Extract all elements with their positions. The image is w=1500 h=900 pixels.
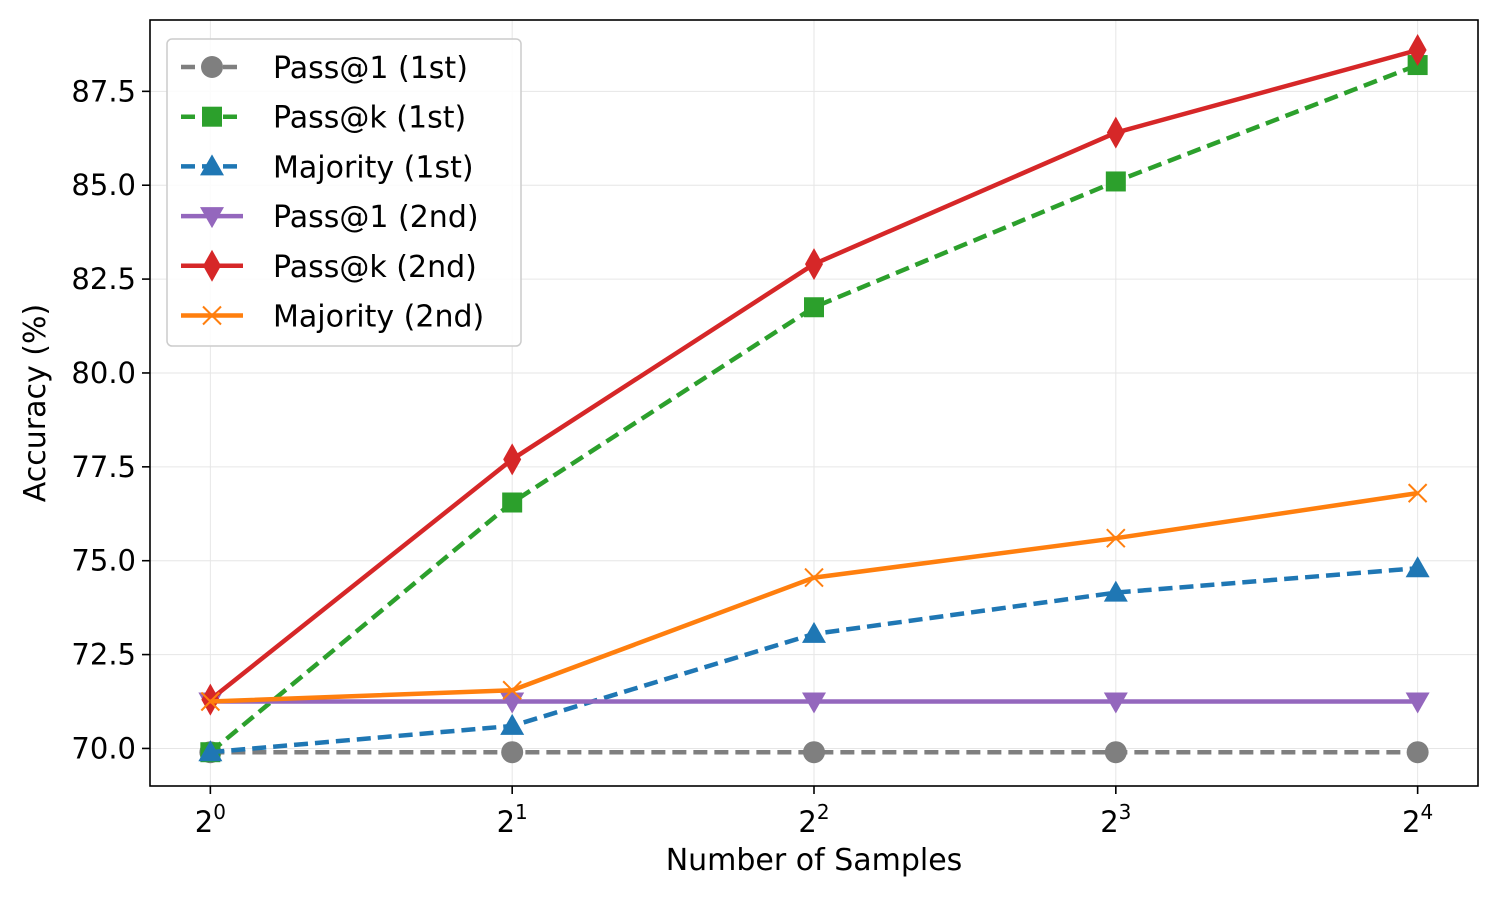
x-tick-exponent: 1: [515, 800, 528, 824]
x-tick-label: 21: [497, 800, 528, 839]
legend-marker: [203, 249, 221, 282]
x-tick-label: 24: [1402, 800, 1433, 839]
y-tick-label: 82.5: [71, 262, 136, 296]
data-point: [502, 680, 522, 700]
x-tick-exponent: 0: [213, 800, 226, 824]
x-tick-label: 23: [1100, 800, 1131, 839]
legend-label: Majority (1st): [273, 150, 474, 185]
series-pass-1-1st: [199, 741, 1429, 764]
legend-marker: [200, 207, 224, 229]
legend-marker: [200, 154, 224, 176]
data-point: [802, 692, 826, 714]
y-tick-label: 85.0: [71, 168, 136, 202]
series-layer: [198, 34, 1430, 764]
data-point: [804, 567, 824, 588]
data-point: [500, 713, 525, 735]
data-point: [1106, 116, 1125, 149]
data-point: [200, 691, 221, 712]
series-majority-2nd: [200, 483, 1428, 712]
legend-item: Pass@1 (2nd): [181, 200, 479, 235]
legend-label: Majority (2nd): [273, 300, 484, 335]
data-point: [1103, 692, 1128, 714]
x-tick-exponent: 4: [1420, 800, 1433, 824]
x-tick-base: 2: [1100, 805, 1118, 839]
series-majority-1st: [198, 556, 1430, 762]
data-point: [1406, 741, 1429, 764]
x-axis: 20 21 22 23 24: [195, 786, 1433, 839]
legend-item: Majority (1st): [181, 150, 474, 185]
data-point: [802, 621, 826, 643]
y-tick-label: 72.5: [71, 638, 136, 672]
y-tick-label: 80.0: [71, 356, 136, 390]
legend: Pass@1 (1st) Pass@k (1st) Majority (1st) Pa…: [166, 38, 522, 347]
legend-label: Pass@1 (1st): [273, 51, 468, 86]
data-point: [1106, 528, 1126, 548]
series-line: [208, 62, 1419, 754]
legend-item: Pass@1 (1st): [181, 51, 468, 86]
legend-item: Pass@k (1st): [181, 101, 466, 136]
y-tick-label: 70.0: [71, 731, 136, 765]
x-tick-label: 22: [798, 800, 829, 839]
y-axis-label: Accuracy (%): [18, 304, 53, 502]
x-tick-exponent: 2: [817, 800, 830, 824]
data-point: [501, 741, 524, 764]
legend-marker: [202, 305, 222, 326]
data-point: [1405, 692, 1430, 714]
data-point: [1405, 556, 1430, 578]
series-pass-k-2nd: [201, 34, 1427, 716]
data-point: [804, 297, 824, 318]
legend-marker: [202, 106, 222, 127]
y-axis: 70.0 72.5 75.0 77.5 80.0 82.5 85.0 87.5: [71, 74, 150, 765]
data-point: [1105, 171, 1126, 192]
data-point: [503, 443, 522, 476]
x-tick-exponent: 3: [1119, 800, 1132, 824]
x-tick-base: 2: [1402, 805, 1420, 839]
legend-item: Majority (2nd): [181, 300, 484, 335]
legend-label: Pass@k (1st): [273, 101, 466, 136]
x-tick-label: 20: [195, 800, 226, 839]
data-point: [198, 740, 223, 762]
legend-item: Pass@k (2nd): [181, 250, 477, 285]
x-tick-base: 2: [195, 805, 213, 839]
data-point: [1408, 34, 1427, 67]
data-point: [500, 692, 525, 714]
legend-label: Pass@k (2nd): [273, 250, 477, 285]
data-point: [1104, 741, 1127, 764]
y-tick-label: 75.0: [71, 544, 136, 578]
y-tick-label: 77.5: [71, 450, 136, 484]
x-tick-base: 2: [497, 805, 515, 839]
data-point: [803, 741, 825, 764]
data-point: [1407, 483, 1428, 503]
legend-box: [166, 38, 522, 347]
y-tick-label: 87.5: [71, 74, 136, 108]
data-point: [1103, 580, 1128, 602]
data-point: [502, 492, 523, 513]
data-point: [805, 248, 823, 281]
legend-marker: [201, 56, 223, 78]
x-axis-label: Number of Samples: [666, 843, 963, 878]
x-tick-base: 2: [798, 805, 816, 839]
legend-label: Pass@1 (2nd): [273, 200, 479, 235]
series-pass-k-1st: [200, 55, 1428, 763]
